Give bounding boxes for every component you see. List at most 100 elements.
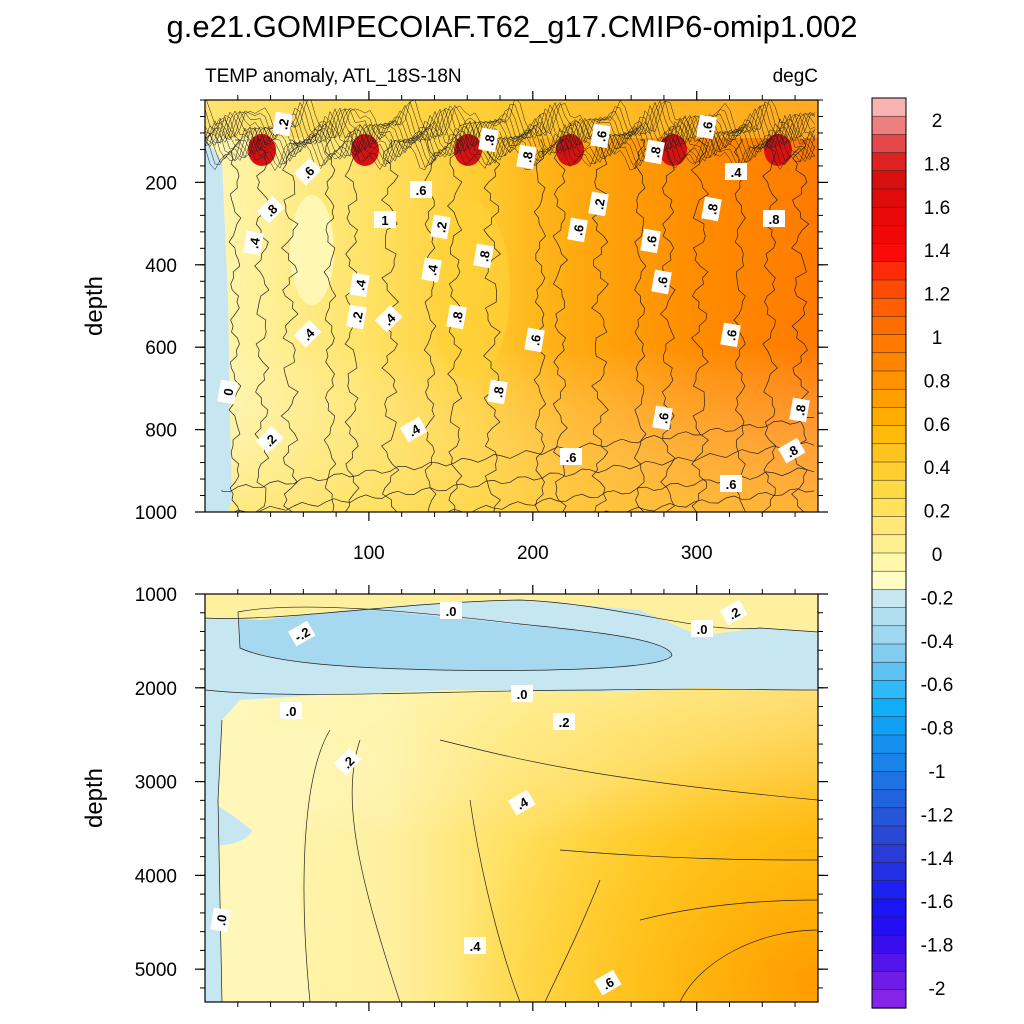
contour-label: .6 [293,157,322,186]
contour-line [690,139,710,512]
colorbar-swatch [871,461,907,481]
colorbar-label: 0.8 [924,371,950,392]
y-tick-label: 1000 [135,503,177,524]
y-tick-label: 4000 [135,866,177,887]
contour-label-text: .0 [213,913,230,926]
colorbar-label: 1 [932,328,943,349]
colorbar-swatch [871,279,907,299]
colorbar-label: 2 [932,111,943,132]
contour-line [205,688,818,695]
contour-label-box [652,405,673,431]
colorbar-swatch [871,115,907,136]
contour-label-text: .8 [476,249,493,262]
contour-label: .2 [719,599,748,626]
contour-label-box [720,475,742,492]
contour-label-box [255,425,284,454]
contour-label-text: .8 [769,212,780,227]
contour-label-box [446,304,467,330]
colorbar-label: -1 [929,762,946,783]
colorbar-swatch [871,97,907,117]
colorbar-swatch [871,953,907,973]
contour-line [639,899,818,921]
contour-label-text: .6 [416,183,427,198]
contour-label: .6 [593,969,622,996]
contour-label: .6 [524,327,545,353]
contour-label-box [210,907,231,933]
contour-label-box [789,397,810,423]
contour-label-box [644,139,665,165]
colorbar-swatch [871,243,907,263]
contour-label: .8 [446,304,467,330]
contour-label-box [763,210,785,227]
colorbar-swatch [871,825,907,845]
contour-label: .2 [333,747,362,776]
contour-label-text: .6 [699,120,716,133]
contour-label-text: 1 [381,213,388,228]
contour-label: .6 [720,322,741,348]
contour-label-box [430,214,451,240]
colorbar-label: -1.2 [921,805,954,826]
colorbar-swatch [871,352,907,372]
contour-label: .6 [652,405,673,431]
units-string: degC [773,66,818,87]
colorbar-swatch [871,752,907,773]
contour-label-box [410,181,432,198]
y-axis-label: depth [81,276,108,336]
contour-label-box [349,272,370,298]
contour-label: .6 [567,217,588,243]
colorbar-swatch [871,534,907,554]
colorbar-swatch [871,297,907,318]
contour-label: .8 [777,437,806,464]
colorbar-swatch [871,734,907,754]
contour-line [221,417,814,493]
colorbar-swatch [871,916,907,936]
colorbar-swatch [871,934,907,955]
colorbar-label: -0.8 [921,719,954,740]
contour-label-text: .6 [643,234,660,247]
colorbar-swatch [871,407,907,427]
contour-line [602,488,815,512]
contour-label-text: .4 [424,263,441,277]
colorbar-label: 0 [932,545,943,566]
colorbar-label: -0.4 [921,632,954,653]
contour-label-box [588,191,609,217]
chart-title: g.e21.GOMIPECOIAF.T62_g17.CMIP6-omip1.00… [167,9,858,44]
contour-line [446,467,815,512]
contour-label: .0 [511,685,533,702]
contour-line [762,139,778,512]
contour-label-text: .4 [352,278,369,292]
contour-label-box [374,304,403,333]
y-axis-label: depth [81,768,108,828]
colorbar-swatch [871,443,907,463]
contour-label-box [293,319,322,348]
colorbar [871,97,907,1009]
contour-label-box [293,157,322,186]
contour-label-text: .2 [559,715,570,730]
contour-label-box [440,602,462,619]
y-tick-label: 1000 [135,585,177,606]
contour-line [544,879,601,1002]
colorbar-label: 1.2 [924,285,950,306]
colorbar-label: -2 [929,979,946,1000]
contour-label: .4 [464,937,486,954]
colorbar-swatch [871,716,907,736]
y-tick-label: 800 [145,421,177,442]
contour-label-box [553,713,575,730]
contour-line [552,139,569,512]
contour-label: .4 [374,304,403,333]
colorbar-swatch [871,152,907,172]
contour-label-box [567,217,588,243]
colorbar-swatch [871,807,907,827]
contour-label-box [421,257,442,283]
x-tick-label: 100 [353,543,385,564]
colorbar-label: 1.6 [924,198,950,219]
contour-label-box [524,327,545,353]
contour-line [205,100,816,141]
colorbar-swatch [871,261,907,281]
contour-label-box [256,195,285,224]
y-tick-label: 2000 [135,679,177,700]
colorbar-swatch [871,971,907,991]
contour-label-box [243,230,264,256]
contour-line [237,606,673,671]
contour-label-box [593,969,622,996]
